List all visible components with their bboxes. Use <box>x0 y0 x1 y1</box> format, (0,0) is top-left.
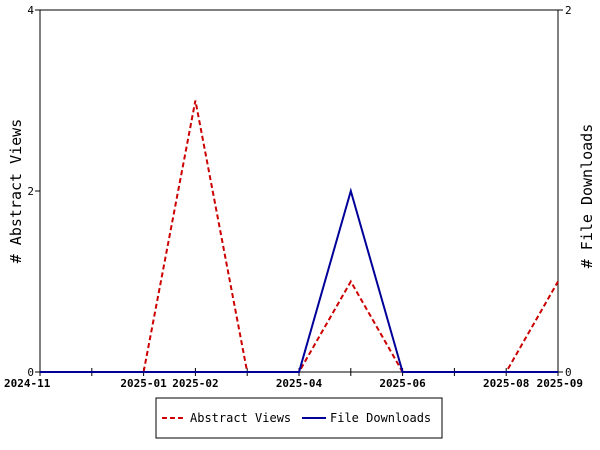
left-axis-tick-label: 2 <box>27 185 34 198</box>
right-axis-tick-label: 0 <box>565 366 572 379</box>
x-axis-tick-label: 2025-04 <box>276 377 323 390</box>
legend-label-abstract-views: Abstract Views <box>190 411 291 425</box>
x-axis-tick-label: 2025-02 <box>172 377 218 390</box>
x-axis-tick-label: 2025-01 <box>120 377 167 390</box>
x-axis-tick-label: 2025-06 <box>379 377 426 390</box>
left-axis-tick-label: 0 <box>27 366 34 379</box>
left-axis-label: # Abstract Views <box>7 119 25 264</box>
legend-box <box>155 397 443 439</box>
legend: Abstract Views File Downloads <box>155 397 443 439</box>
right-axis-label: # File Downloads <box>578 124 596 269</box>
left-axis-tick-label: 4 <box>27 4 34 17</box>
x-axis-tick-label: 2025-09 <box>537 377 583 390</box>
series-lines <box>40 100 559 373</box>
right-axis-ticks: 02 <box>558 4 572 379</box>
right-axis-tick-label: 2 <box>565 4 572 17</box>
series-line-file-downloads <box>40 187 558 373</box>
x-axis-tick-label: 2025-08 <box>483 377 529 390</box>
plot-area <box>39 9 559 373</box>
left-axis-ticks: 0 2 4 <box>27 4 40 379</box>
legend-label-file-downloads: File Downloads <box>330 411 431 425</box>
x-axis-tick-label: 2024-11 <box>4 377 51 390</box>
